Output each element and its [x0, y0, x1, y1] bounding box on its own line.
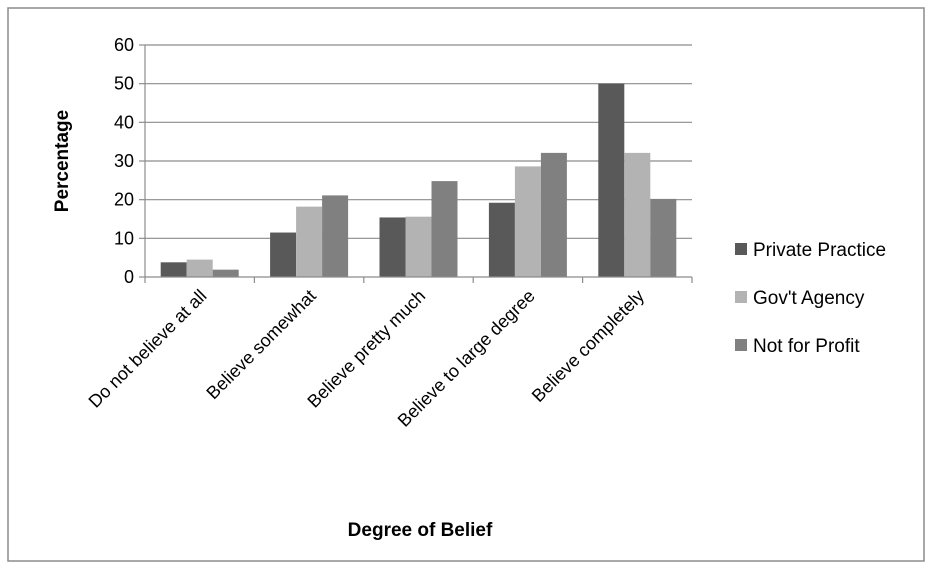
- legend-swatch: [735, 243, 747, 255]
- bar: [650, 198, 677, 277]
- bar: [186, 259, 213, 277]
- bar: [212, 269, 239, 277]
- bar: [296, 206, 323, 277]
- bars: [160, 83, 677, 278]
- legend-label: Not for Profit: [753, 336, 860, 357]
- y-tick-label: 60: [114, 35, 134, 55]
- legend: Private Practice Gov't Agency Not for Prof…: [735, 240, 886, 357]
- bar: [488, 202, 515, 277]
- bar: [624, 152, 651, 277]
- y-tick-label: 0: [124, 267, 134, 287]
- y-tick-label: 20: [114, 190, 134, 210]
- bar: [540, 152, 567, 277]
- legend-swatch: [735, 339, 747, 351]
- x-axis-title: Degree of Belief: [348, 520, 493, 541]
- y-axis-title: Percentage: [52, 110, 73, 212]
- axes: [144, 45, 693, 283]
- y-tick-label: 40: [114, 112, 134, 132]
- y-tick-label: 10: [114, 228, 134, 248]
- y-tick-label: 30: [114, 151, 134, 171]
- bar: [160, 262, 187, 277]
- legend-label: Private Practice: [753, 240, 886, 261]
- y-tick-labels: 0 10 20 30 40 50 60: [114, 35, 134, 287]
- bar: [270, 232, 297, 277]
- bar: [598, 83, 625, 278]
- bar: [322, 195, 349, 277]
- y-tick-label: 50: [114, 74, 134, 94]
- bar: [379, 217, 406, 277]
- chart-border: [7, 7, 925, 562]
- legend-label: Gov't Agency: [753, 288, 865, 309]
- bar: [405, 216, 432, 277]
- legend-swatch: [735, 291, 747, 303]
- bar: [514, 166, 541, 277]
- bar: [431, 181, 458, 277]
